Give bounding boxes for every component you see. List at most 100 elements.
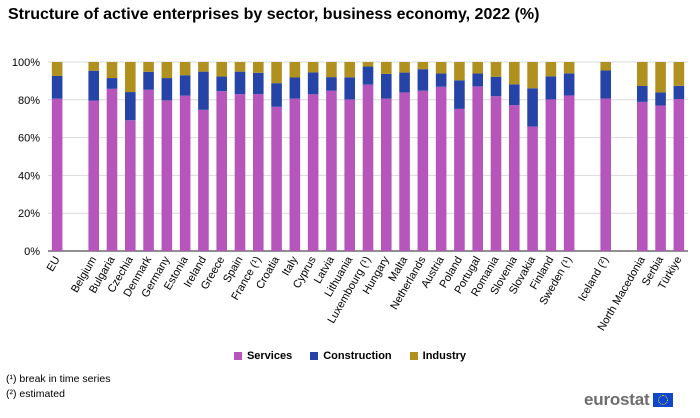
bar-segment-services bbox=[673, 99, 685, 251]
bar-segment-construction bbox=[472, 73, 484, 87]
bar-segment-industry bbox=[545, 62, 557, 77]
bar-segment-services bbox=[326, 90, 337, 251]
x-tick-label: Iceland (²) bbox=[576, 255, 611, 304]
bar-segment-industry bbox=[673, 62, 685, 86]
bar-segment-construction bbox=[417, 69, 429, 91]
bar-segment-construction bbox=[51, 75, 63, 99]
bar-segment-industry bbox=[490, 62, 502, 77]
bar-segment-construction bbox=[198, 71, 209, 110]
bar-segment-services bbox=[600, 98, 612, 252]
y-tick-label: 0% bbox=[24, 246, 40, 258]
bar-segment-services bbox=[527, 126, 538, 251]
bar-segment-services bbox=[563, 95, 575, 251]
bar-segment-construction bbox=[508, 84, 520, 106]
footnotes: (¹) break in time series (²) estimated bbox=[6, 372, 110, 402]
bar-segment-industry bbox=[636, 62, 648, 87]
bar-segment-industry bbox=[600, 62, 612, 71]
bar-segment-services bbox=[124, 120, 136, 251]
bar-segment-industry bbox=[527, 62, 538, 89]
bar-segment-services bbox=[655, 105, 666, 251]
bar-segment-construction bbox=[435, 73, 447, 87]
bar-segment-services bbox=[161, 100, 173, 251]
bar-segment-industry bbox=[399, 62, 410, 73]
bar-segment-construction bbox=[673, 85, 685, 100]
bar-segment-industry bbox=[563, 62, 575, 74]
legend-swatch-construction bbox=[310, 352, 319, 360]
bar-segment-construction bbox=[563, 73, 575, 96]
legend-label-industry: Industry bbox=[422, 350, 467, 362]
bar-segment-industry bbox=[88, 62, 100, 71]
bar-segment-industry bbox=[252, 62, 264, 73]
bar-segment-services bbox=[472, 86, 484, 251]
bar-segment-construction bbox=[143, 71, 154, 90]
bar-segment-construction bbox=[362, 66, 374, 85]
bar-segment-construction bbox=[307, 72, 319, 95]
eu-flag-icon bbox=[653, 393, 674, 407]
bar-segment-industry bbox=[472, 62, 484, 74]
bar-segment-services bbox=[636, 101, 648, 251]
y-tick-label: 60% bbox=[18, 133, 40, 145]
bar-segment-construction bbox=[124, 92, 136, 121]
bar-segment-construction bbox=[636, 86, 648, 102]
bar-segment-services bbox=[252, 94, 264, 251]
bar-segment-industry bbox=[198, 62, 209, 72]
x-tick-label: EU bbox=[45, 254, 63, 273]
bar-segment-construction bbox=[289, 77, 301, 99]
bar-segment-services bbox=[216, 91, 228, 251]
bar-segment-industry bbox=[143, 62, 154, 72]
bar-segment-services bbox=[344, 99, 356, 251]
bar-segment-construction bbox=[252, 72, 264, 95]
bar-segment-construction bbox=[271, 83, 282, 107]
bar-segment-construction bbox=[179, 75, 191, 96]
bar-segment-construction bbox=[161, 78, 173, 101]
bar-segment-industry bbox=[234, 62, 246, 72]
bar-segment-services bbox=[307, 94, 319, 251]
bar-segment-industry bbox=[435, 62, 447, 74]
bar-segment-services bbox=[380, 98, 392, 251]
chart-title: Structure of active enterprises by secto… bbox=[8, 6, 540, 23]
bar-segment-industry bbox=[124, 62, 136, 93]
bar-segment-services bbox=[289, 98, 301, 251]
bar-segment-services bbox=[399, 92, 410, 251]
bar-segment-industry bbox=[417, 62, 429, 70]
bar-segment-construction bbox=[216, 76, 228, 92]
bar-segment-services bbox=[417, 90, 429, 251]
bar-segment-industry bbox=[216, 62, 228, 77]
bar-segment-services bbox=[435, 86, 447, 251]
bar-segment-industry bbox=[380, 62, 392, 74]
bar-segment-services bbox=[271, 106, 282, 251]
stacked-bar-chart: 0%20%40%60%80%100%EU BelgiumBulgariaCzech… bbox=[12, 57, 688, 333]
legend-item-services: Services bbox=[233, 350, 293, 362]
bar-segment-services bbox=[454, 108, 465, 251]
y-tick-label: 80% bbox=[18, 95, 40, 107]
legend-swatch-services bbox=[233, 352, 242, 360]
bar-segment-services bbox=[198, 109, 209, 251]
legend-item-construction: Construction bbox=[310, 350, 392, 362]
bar-segment-services bbox=[179, 95, 191, 251]
legend-swatch-industry bbox=[409, 352, 418, 360]
bar-segment-construction bbox=[490, 76, 502, 97]
bar-segment-industry bbox=[344, 62, 356, 78]
legend-label-construction: Construction bbox=[323, 350, 392, 362]
bar-segment-industry bbox=[289, 62, 301, 78]
bar-segment-construction bbox=[326, 77, 337, 91]
bar-segment-industry bbox=[454, 62, 465, 81]
bar-segment-construction bbox=[88, 70, 100, 101]
bar-segment-industry bbox=[179, 62, 191, 76]
footnote-estimated: (²) estimated bbox=[6, 388, 65, 400]
footnote-break: (¹) break in time series bbox=[6, 373, 111, 385]
logo-text: eurostat bbox=[584, 390, 650, 409]
legend-label-services: Services bbox=[246, 350, 293, 362]
bar-segment-construction bbox=[655, 92, 666, 106]
bar-segment-services bbox=[362, 84, 374, 252]
bar-segment-construction bbox=[399, 72, 410, 93]
bar-segment-industry bbox=[271, 62, 282, 84]
bar-segment-industry bbox=[106, 62, 118, 79]
bar-segment-industry bbox=[362, 62, 374, 67]
y-tick-label: 40% bbox=[18, 170, 40, 182]
bar-segment-services bbox=[106, 88, 118, 251]
bar-segment-services bbox=[143, 89, 154, 252]
legend: Services Construction Industry bbox=[0, 350, 700, 362]
bar-segment-construction bbox=[344, 77, 356, 100]
bar-segment-construction bbox=[234, 71, 246, 95]
